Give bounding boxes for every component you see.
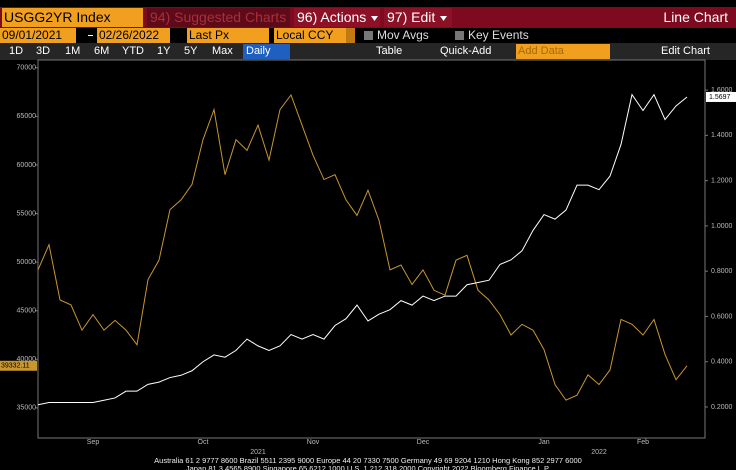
- footer-line: Australia 61 2 9777 8600 Brazil 5511 239…: [154, 456, 582, 465]
- y-tick-label: 35000: [17, 405, 37, 412]
- x-tick-label: Sep: [87, 439, 100, 446]
- y-tick-label: 55000: [17, 210, 37, 217]
- y-tick-label: 60000: [17, 162, 37, 169]
- y2-tick-label: 1.0000: [711, 223, 733, 230]
- last-value-flag: [706, 91, 736, 102]
- y-tick-label: 45000: [17, 308, 37, 315]
- dropdown-icon: [440, 16, 448, 21]
- period-button[interactable]: 1Y: [157, 45, 171, 57]
- x-year-label: 2021: [250, 449, 266, 456]
- security-input[interactable]: USGG2YR Index: [2, 8, 143, 27]
- y2-tick-label: 1.2000: [711, 177, 733, 184]
- series-line: [37, 93, 688, 401]
- table-button[interactable]: Table: [376, 45, 403, 57]
- y2-tick-label: 0.8000: [711, 268, 733, 275]
- period-button[interactable]: 1D: [9, 45, 24, 57]
- add-data-input[interactable]: Add Data: [516, 44, 610, 59]
- period-button[interactable]: Max: [212, 45, 233, 57]
- currency-input[interactable]: Local CCY: [274, 28, 346, 43]
- period-button[interactable]: YTD: [122, 45, 144, 57]
- y2-tick-label: 0.2000: [711, 404, 733, 411]
- x-year-label: 2022: [591, 449, 607, 456]
- y2-tick-label: 0.6000: [711, 313, 733, 320]
- field-input[interactable]: Last Px: [187, 28, 269, 43]
- quick-add-button[interactable]: Quick-Add: [440, 45, 492, 57]
- edit-label: 97) Edit: [387, 9, 436, 25]
- y2-tick-label: 0.4000: [711, 359, 733, 366]
- y-tick-label: 70000: [17, 65, 37, 72]
- key-events-checkbox[interactable]: [455, 31, 464, 40]
- chart-type: Line Chart: [663, 9, 728, 25]
- actions-menu[interactable]: 96) Actions: [294, 8, 380, 27]
- currency-dropdown[interactable]: [346, 28, 355, 43]
- x-tick-label: Dec: [417, 439, 430, 446]
- plot-area: [37, 59, 706, 439]
- start-date[interactable]: 09/01/2021: [0, 28, 76, 43]
- y2-tick-label: 1.6000: [711, 87, 733, 94]
- frequency-select[interactable]: Daily: [243, 44, 290, 59]
- footer-line: Japan 81 3 4565 8900 Singapore 65 6212 1…: [186, 464, 550, 470]
- period-button[interactable]: 5Y: [184, 45, 198, 57]
- series-line: [37, 93, 688, 406]
- x-tick-label: Jan: [538, 439, 549, 446]
- dropdown-icon: [371, 16, 379, 21]
- edit-chart-button[interactable]: Edit Chart: [661, 45, 710, 57]
- y-tick-label: 50000: [17, 259, 37, 266]
- date-separator: [88, 35, 93, 36]
- y-tick-label: 40000: [17, 356, 37, 363]
- period-button[interactable]: 1M: [65, 45, 81, 57]
- y2-tick-label: 1.4000: [711, 132, 733, 139]
- edit-menu[interactable]: 97) Edit: [384, 8, 452, 27]
- suggested-charts[interactable]: 94) Suggested Charts: [147, 8, 290, 27]
- mov-avgs-checkbox[interactable]: [364, 31, 373, 40]
- y-tick-label: 65000: [17, 113, 37, 120]
- last-value-label: 39332.11: [1, 363, 30, 370]
- key-events-label: Key Events: [468, 28, 529, 42]
- actions-label: 96) Actions: [297, 9, 367, 25]
- end-date[interactable]: 02/26/2022: [97, 28, 170, 43]
- last-value-label: 1.5697: [709, 94, 731, 101]
- x-tick-label: Feb: [637, 439, 649, 446]
- x-tick-label: Oct: [198, 439, 209, 446]
- mov-avgs-label: Mov Avgs: [377, 28, 429, 42]
- x-tick-label: Nov: [307, 439, 320, 446]
- period-button[interactable]: 6M: [94, 45, 110, 57]
- last-value-flag: [0, 360, 37, 371]
- period-button[interactable]: 3D: [36, 45, 51, 57]
- frequency-label: Daily: [246, 45, 271, 57]
